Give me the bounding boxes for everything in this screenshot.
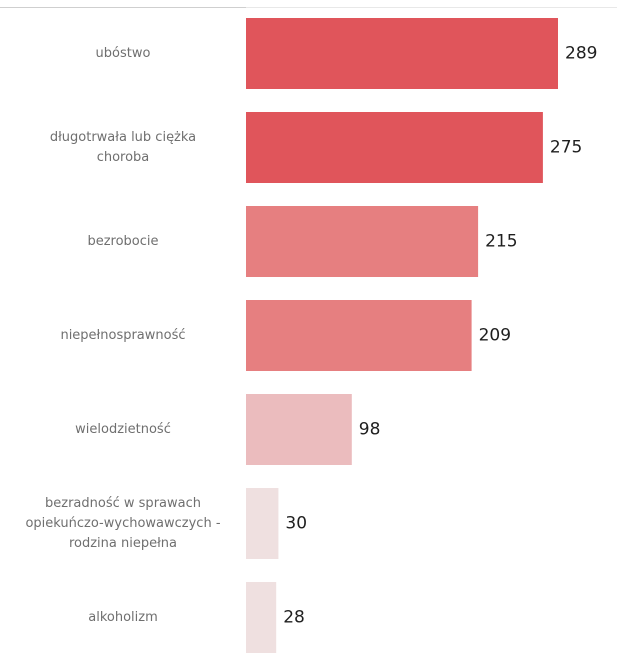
bar-value-label: 28: [283, 608, 305, 628]
bar: [246, 206, 479, 277]
category-label: bezrobocie: [87, 234, 158, 249]
category-label: rodzina niepełna: [69, 536, 177, 551]
bar-value-label: 289: [565, 44, 597, 64]
bar-value-label: 30: [285, 514, 307, 534]
bar: [246, 394, 352, 465]
bar: [246, 18, 558, 89]
category-label: ubóstwo: [96, 46, 151, 61]
category-label: niepełnosprawność: [60, 328, 185, 343]
category-label: długotrwała lub ciężka: [50, 130, 196, 145]
bar: [246, 488, 279, 559]
category-label: wielodzietność: [75, 422, 171, 437]
bar: [246, 300, 472, 371]
category-label: choroba: [97, 150, 150, 165]
category-label: opiekuńczo-wychowawczych -: [25, 516, 220, 531]
bar: [246, 582, 277, 653]
category-label: bezradność w sprawach: [45, 496, 201, 511]
bar-value-label: 98: [359, 420, 381, 440]
bar-value-label: 275: [550, 138, 582, 158]
value-labels-group: 289 275 215 209 98 30 28: [283, 44, 597, 628]
category-labels-group: ubóstwo długotrwała lub ciężka choroba bezr…: [25, 46, 220, 625]
bar-value-label: 209: [479, 326, 511, 346]
bar: [246, 112, 543, 183]
category-label: alkoholizm: [88, 610, 158, 625]
bar-value-label: 215: [485, 232, 517, 252]
bars-group: [246, 18, 558, 653]
